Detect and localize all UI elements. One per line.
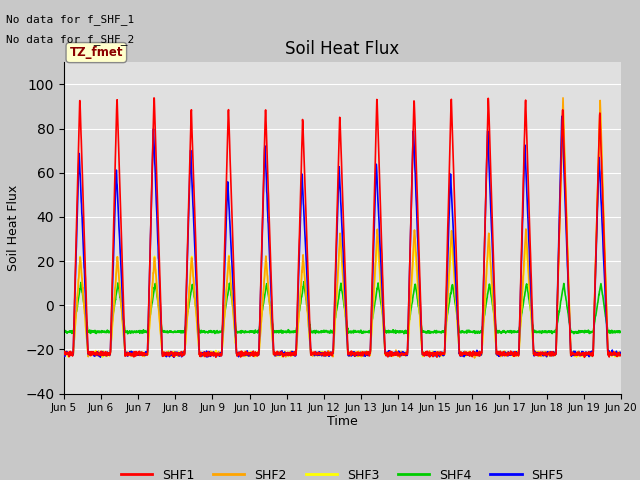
- Text: TZ_fmet: TZ_fmet: [70, 46, 123, 59]
- Text: No data for f_SHF_2: No data for f_SHF_2: [6, 34, 134, 45]
- X-axis label: Time: Time: [327, 415, 358, 428]
- Title: Soil Heat Flux: Soil Heat Flux: [285, 40, 399, 58]
- Y-axis label: Soil Heat Flux: Soil Heat Flux: [6, 185, 20, 271]
- Legend: SHF1, SHF2, SHF3, SHF4, SHF5: SHF1, SHF2, SHF3, SHF4, SHF5: [116, 464, 569, 480]
- Text: No data for f_SHF_1: No data for f_SHF_1: [6, 14, 134, 25]
